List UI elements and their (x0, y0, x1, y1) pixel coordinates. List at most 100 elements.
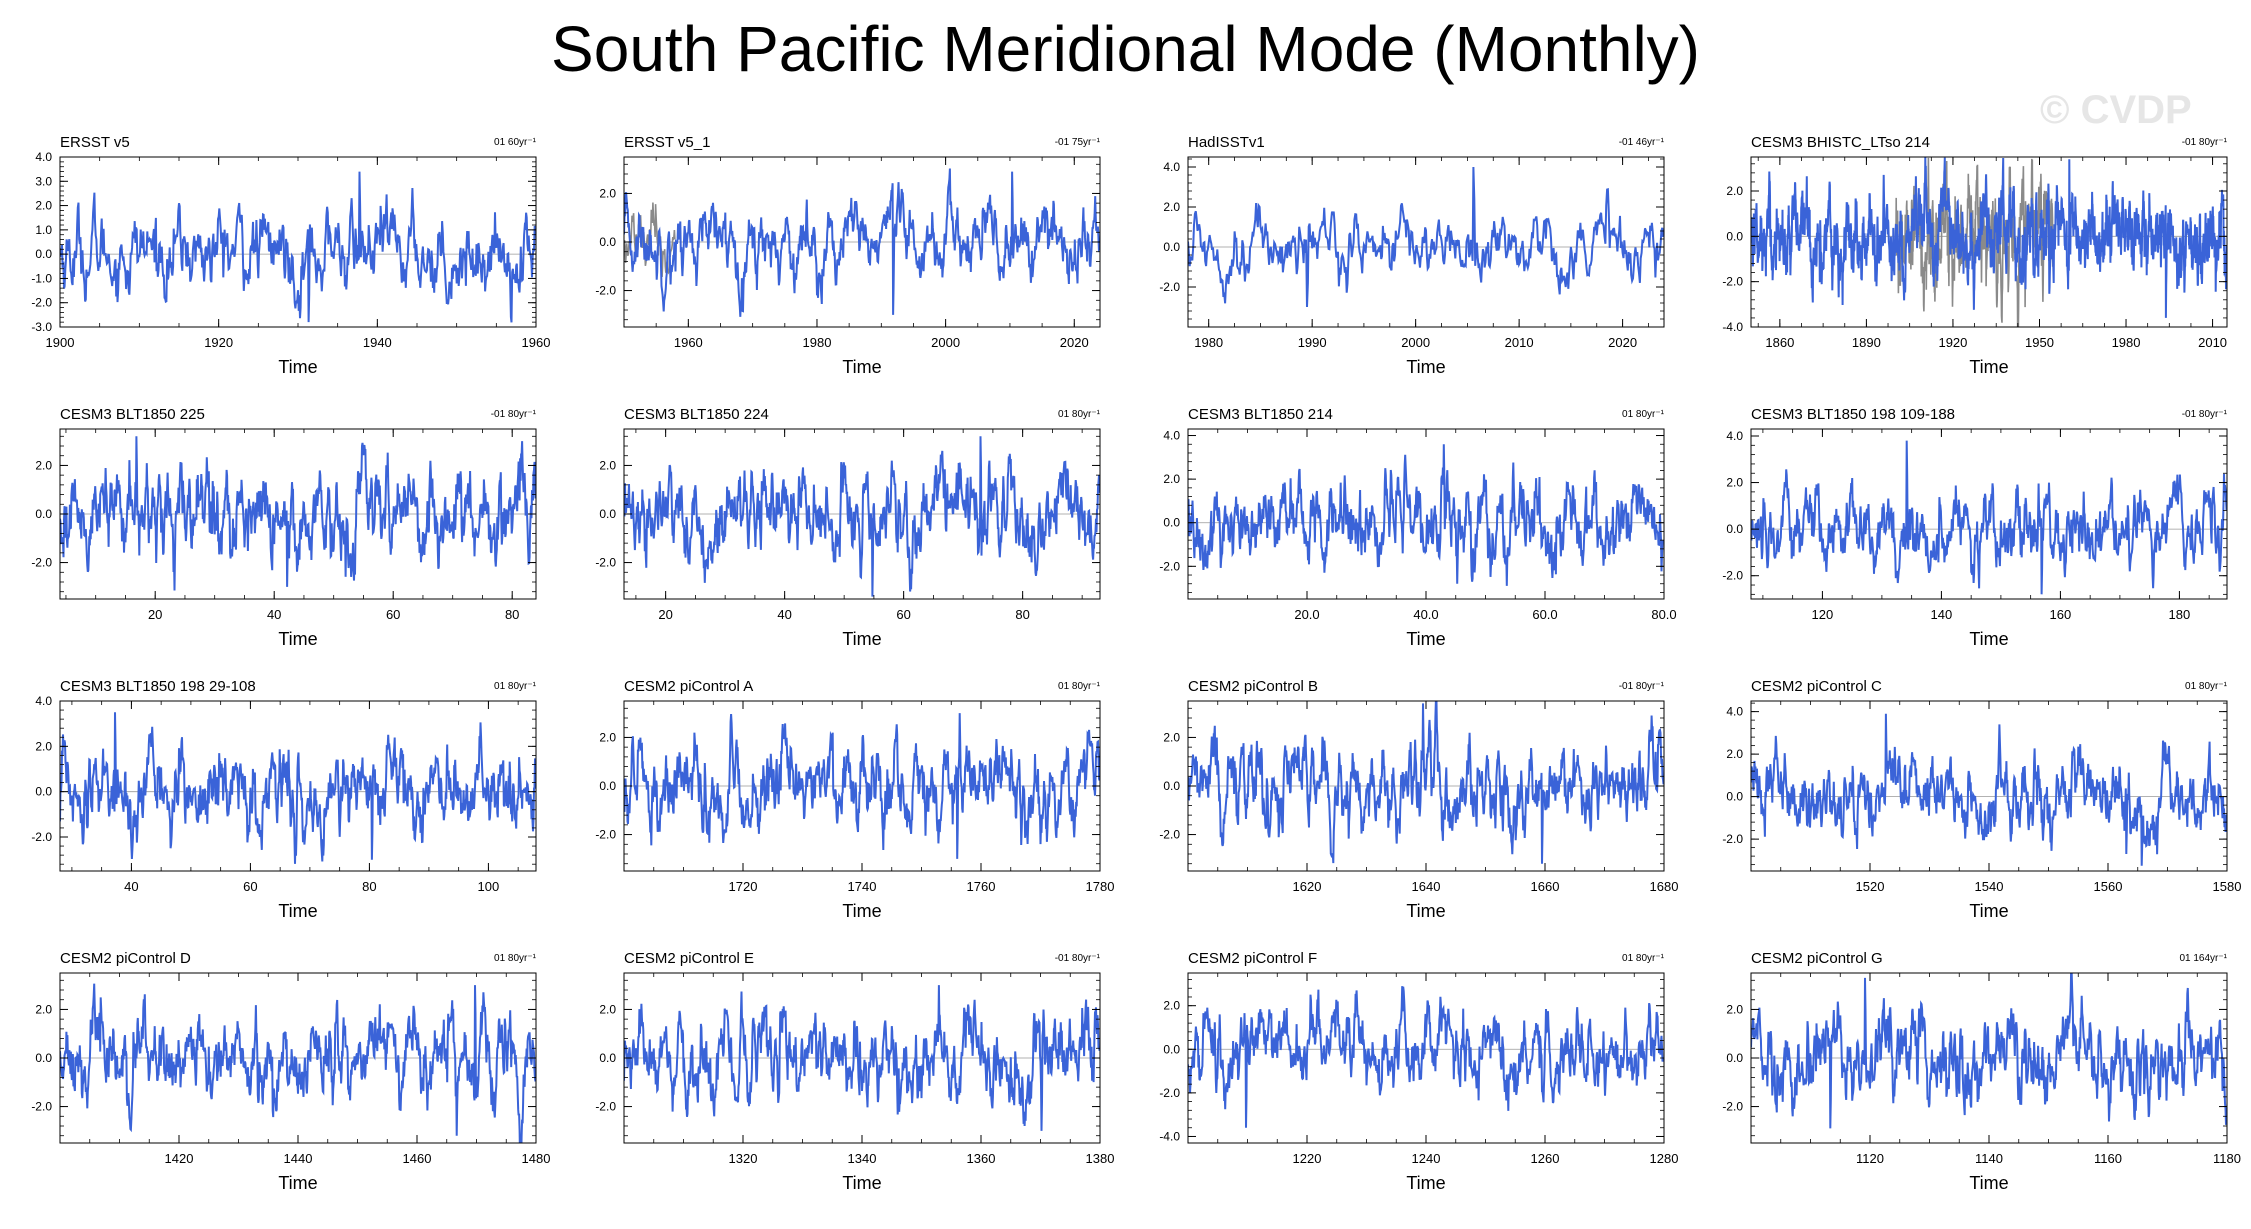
series-line (1751, 713, 2227, 866)
y-tick-label: 4.0 (35, 150, 52, 164)
panel-title: CESM2 piControl D (60, 950, 191, 967)
panel-15: CESM2 piControl F 01 80yr⁻¹ 1220 1240 1260 12… (1159, 950, 1678, 1193)
y-tick-label: 0.0 (599, 779, 616, 793)
x-tick-label: 1950 (2025, 335, 2054, 350)
y-tick-label: 2.0 (35, 458, 52, 472)
y-tick-label: -3.0 (31, 320, 52, 334)
x-axis-label: Time (842, 357, 881, 377)
y-tick-label: -2.0 (31, 296, 52, 310)
panel-11: CESM2 piControl B -01 80yr⁻¹ 1620 1640 1660 1… (1159, 678, 1678, 921)
x-tick-label: 1460 (403, 1151, 432, 1166)
y-tick-label: 4.0 (1726, 705, 1743, 719)
x-tick-label: 2010 (2198, 335, 2227, 350)
x-tick-label: 1680 (1650, 879, 1679, 894)
x-tick-label: 1520 (1856, 879, 1885, 894)
x-tick-label: 1380 (1086, 1151, 1115, 1166)
panel-trend: -01 80yr⁻¹ (2182, 409, 2228, 420)
x-tick-label: 1760 (967, 879, 996, 894)
panel-trend: 01 80yr⁻¹ (494, 953, 537, 964)
panel-trend: -01 80yr⁻¹ (1619, 681, 1665, 692)
panel-6: CESM3 BLT1850 224 01 80yr⁻¹ 20 40 60 80 -2.0 0.… (595, 406, 1100, 649)
x-tick-label: 2000 (1401, 335, 1430, 350)
x-axis-label: Time (842, 901, 881, 921)
plot-frame (1750, 700, 2228, 872)
y-tick-label: 4.0 (1163, 429, 1180, 443)
panel-5: CESM3 BLT1850 225 -01 80yr⁻¹ 20 40 60 80 -2.0 0… (31, 406, 536, 649)
series-line (1188, 986, 1664, 1128)
x-tick-label: 2000 (931, 335, 960, 350)
x-tick-label: 1360 (967, 1151, 996, 1166)
y-tick-label: -2.0 (1722, 1100, 1743, 1114)
x-tick-label: 1920 (204, 335, 233, 350)
x-tick-label: 1900 (46, 335, 75, 350)
x-axis-label: Time (278, 629, 317, 649)
x-tick-label: 120 (1812, 607, 1834, 622)
x-tick-label: 1660 (1531, 879, 1560, 894)
x-tick-label: 1860 (1765, 335, 1794, 350)
panel-trend: 01 80yr⁻¹ (494, 681, 537, 692)
series-line (60, 712, 536, 864)
page-title: South Pacific Meridional Mode (Monthly) (551, 13, 1700, 85)
x-tick-label: 1340 (848, 1151, 877, 1166)
panel-title: CESM2 piControl G (1751, 950, 1883, 967)
panel-title: CESM2 piControl C (1751, 678, 1882, 695)
x-tick-label: 60 (243, 879, 257, 894)
panel-trend: -01 80yr⁻¹ (1055, 953, 1101, 964)
x-tick-label: 1260 (1531, 1151, 1560, 1166)
series-line (60, 983, 536, 1143)
y-tick-label: -2.0 (1722, 275, 1743, 289)
y-tick-label: -2.0 (1159, 1086, 1180, 1100)
x-tick-label: 1160 (2094, 1151, 2122, 1166)
y-tick-label: 0.0 (35, 247, 52, 261)
x-tick-label: 1960 (674, 335, 703, 350)
x-tick-label: 80.0 (1651, 607, 1676, 622)
y-tick-label: 4.0 (35, 694, 52, 708)
panel-8: CESM3 BLT1850 198 109-188 -01 80yr⁻¹ 120 14… (1722, 406, 2227, 649)
panel-title: ERSST v5_1 (624, 134, 710, 151)
y-tick-label: -2.0 (1159, 559, 1180, 573)
x-tick-label: 40 (777, 607, 791, 622)
x-tick-label: 1980 (803, 335, 832, 350)
series-line (1188, 166, 1664, 308)
y-tick-label: -1.0 (31, 271, 52, 285)
panel-trend: 01 80yr⁻¹ (1622, 409, 1665, 420)
y-tick-label: 0.0 (1163, 779, 1180, 793)
panel-title: CESM3 BLT1850 198 109-188 (1751, 406, 1955, 423)
y-tick-label: 0.0 (1726, 229, 1743, 243)
x-tick-label: 40 (124, 879, 138, 894)
x-tick-label: 20.0 (1294, 607, 1319, 622)
x-tick-label: 1140 (1975, 1151, 2003, 1166)
y-tick-label: 2.0 (599, 730, 616, 744)
y-tick-label: -2.0 (31, 1100, 52, 1114)
x-tick-label: 1420 (165, 1151, 194, 1166)
series-line (1188, 444, 1664, 586)
y-tick-label: 0.0 (35, 507, 52, 521)
x-tick-label: 1980 (2112, 335, 2141, 350)
cvdp-watermark: © CVDP (2040, 88, 2192, 132)
y-tick-label: 0.0 (1726, 1051, 1743, 1065)
y-tick-label: 2.0 (1163, 730, 1180, 744)
panel-3: HadISSTv1 -01 46yr⁻¹ 1980 1990 2000 2010 2020 -… (1159, 134, 1664, 377)
y-tick-label: 2.0 (599, 186, 616, 200)
plot-frame (1750, 428, 2228, 600)
panel-trend: 01 60yr⁻¹ (494, 137, 537, 148)
x-axis-label: Time (1969, 357, 2008, 377)
y-tick-label: 0.0 (35, 1051, 52, 1065)
plot-frame (1750, 156, 2228, 328)
y-tick-label: -2.0 (1722, 832, 1743, 846)
x-tick-label: 1980 (1194, 335, 1223, 350)
series-line (1751, 157, 2227, 318)
y-tick-label: 2.0 (1726, 476, 1743, 490)
panel-trend: 01 80yr⁻¹ (1058, 681, 1101, 692)
y-tick-label: 0.0 (1163, 516, 1180, 530)
y-tick-label: 2.0 (1726, 184, 1743, 198)
panel-title: CESM2 piControl B (1188, 678, 1318, 695)
y-tick-label: 2.0 (599, 458, 616, 472)
panel-16: CESM2 piControl G 01 164yr⁻¹ 1120 1140 1160 1… (1722, 950, 2241, 1193)
panel-trend: -01 46yr⁻¹ (1619, 137, 1665, 148)
y-tick-label: 2.0 (599, 1002, 616, 1016)
plot-frame (1187, 156, 1665, 328)
x-tick-label: 1120 (1856, 1151, 1884, 1166)
series-line (624, 168, 1100, 317)
